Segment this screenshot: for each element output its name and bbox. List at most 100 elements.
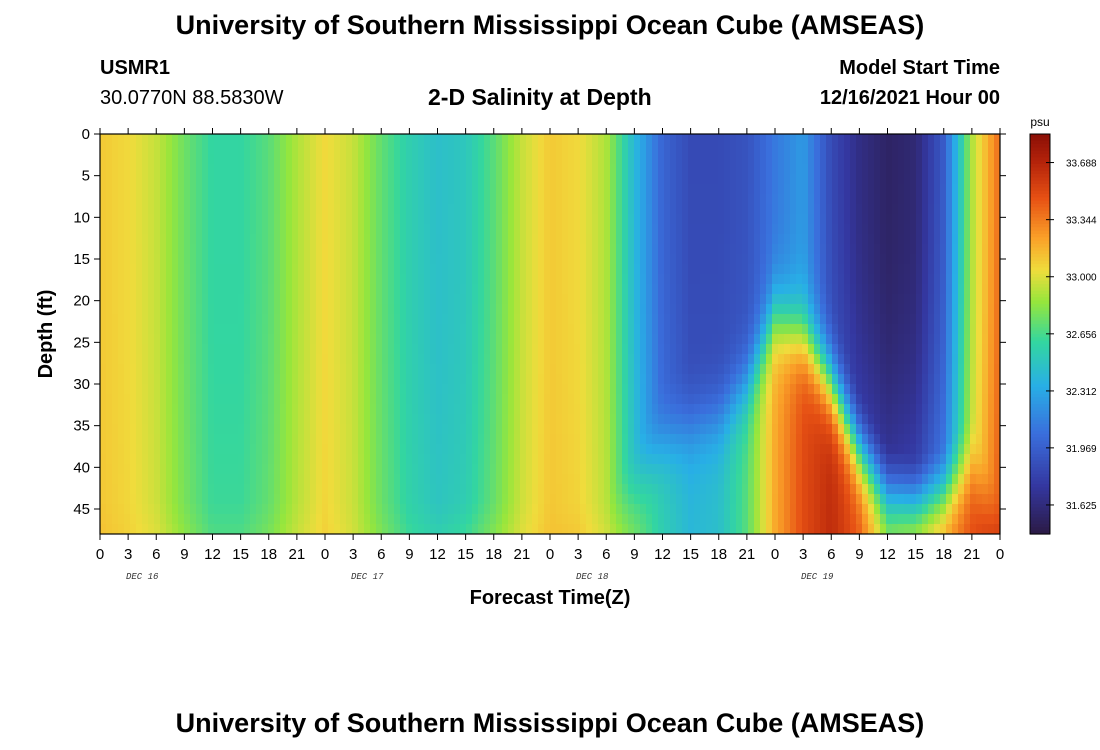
heatmap-cell: [556, 194, 563, 205]
heatmap-cell: [166, 364, 173, 375]
heatmap-cell: [796, 314, 803, 325]
heatmap-cell: [430, 294, 437, 305]
heatmap-cell: [154, 194, 161, 205]
heatmap-cell: [502, 144, 509, 155]
heatmap-cell: [190, 174, 197, 185]
heatmap-cell: [184, 254, 191, 265]
heatmap-cell: [520, 144, 527, 155]
heatmap-cell: [940, 344, 947, 355]
heatmap-cell: [466, 334, 473, 345]
heatmap-cell: [346, 184, 353, 195]
heatmap-cell: [676, 174, 683, 185]
heatmap-cell: [610, 134, 617, 145]
heatmap-cell: [424, 294, 431, 305]
heatmap-cell: [868, 444, 875, 455]
heatmap-cell: [670, 194, 677, 205]
heatmap-cell: [988, 154, 995, 165]
heatmap-cell: [100, 294, 107, 305]
heatmap-cell: [166, 304, 173, 315]
heatmap-cell: [298, 314, 305, 325]
heatmap-cell: [226, 134, 233, 145]
heatmap-cell: [754, 334, 761, 345]
heatmap-cell: [154, 374, 161, 385]
heatmap-cell: [412, 394, 419, 405]
heatmap-cell: [292, 364, 299, 375]
heatmap-cell: [574, 404, 581, 415]
heatmap-cell: [502, 284, 509, 295]
heatmap-cell: [142, 444, 149, 455]
heatmap-cell: [586, 244, 593, 255]
heatmap-cell: [358, 354, 365, 365]
heatmap-cell: [490, 354, 497, 365]
heatmap-cell: [868, 264, 875, 275]
heatmap-cell: [298, 354, 305, 365]
heatmap-cell: [436, 404, 443, 415]
heatmap-cell: [316, 194, 323, 205]
heatmap-cell: [514, 224, 521, 235]
heatmap-cell: [130, 264, 137, 275]
heatmap-cell: [454, 244, 461, 255]
heatmap-cell: [280, 394, 287, 405]
heatmap-cell: [994, 304, 1000, 315]
heatmap-cell: [238, 134, 245, 145]
heatmap-cell: [820, 244, 827, 255]
heatmap-cell: [442, 344, 449, 355]
heatmap-cell: [736, 354, 743, 365]
heatmap-cell: [532, 354, 539, 365]
heatmap-cell: [262, 344, 269, 355]
heatmap-cell: [688, 284, 695, 295]
heatmap-cell: [334, 254, 341, 265]
heatmap-cell: [604, 264, 611, 275]
heatmap-cell: [112, 454, 119, 465]
heatmap-cell: [718, 374, 725, 385]
heatmap-cell: [718, 294, 725, 305]
heatmap-cell: [196, 454, 203, 465]
heatmap-cell: [340, 444, 347, 455]
heatmap-cell: [310, 194, 317, 205]
heatmap-cell: [640, 144, 647, 155]
heatmap-cell: [148, 454, 155, 465]
heatmap-cell: [838, 274, 845, 285]
heatmap-cell: [682, 304, 689, 315]
heatmap-cell: [520, 394, 527, 405]
heatmap-cell: [772, 384, 779, 395]
heatmap-cell: [118, 354, 125, 365]
heatmap-cell: [838, 394, 845, 405]
heatmap-cell: [904, 354, 911, 365]
heatmap-cell: [322, 464, 329, 475]
heatmap-cell: [952, 424, 959, 435]
heatmap-cell: [328, 144, 335, 155]
heatmap-cell: [442, 434, 449, 445]
heatmap-cell: [136, 214, 143, 225]
heatmap-cell: [304, 464, 311, 475]
heatmap-cell: [712, 254, 719, 265]
heatmap-cell: [370, 144, 377, 155]
heatmap-cell: [862, 254, 869, 265]
heatmap-cell: [874, 254, 881, 265]
heatmap-cell: [376, 434, 383, 445]
heatmap-cell: [154, 424, 161, 435]
heatmap-cell: [910, 244, 917, 255]
heatmap-cell: [442, 254, 449, 265]
heatmap-cell: [688, 184, 695, 195]
heatmap-cell: [250, 164, 257, 175]
heatmap-cell: [118, 154, 125, 165]
heatmap-cell: [370, 374, 377, 385]
heatmap-cell: [808, 284, 815, 295]
heatmap-cell: [376, 144, 383, 155]
heatmap-cell: [502, 354, 509, 365]
heatmap-cell: [742, 284, 749, 295]
heatmap-cell: [298, 254, 305, 265]
heatmap-cell: [850, 424, 857, 435]
heatmap-cell: [682, 144, 689, 155]
heatmap-cell: [364, 194, 371, 205]
heatmap-cell: [304, 204, 311, 215]
heatmap-cell: [832, 224, 839, 235]
heatmap-cell: [544, 424, 551, 435]
heatmap-cell: [538, 184, 545, 195]
heatmap-cell: [130, 174, 137, 185]
heatmap-cell: [760, 194, 767, 205]
heatmap-cell: [838, 314, 845, 325]
heatmap-cell: [682, 284, 689, 295]
heatmap-cell: [604, 204, 611, 215]
